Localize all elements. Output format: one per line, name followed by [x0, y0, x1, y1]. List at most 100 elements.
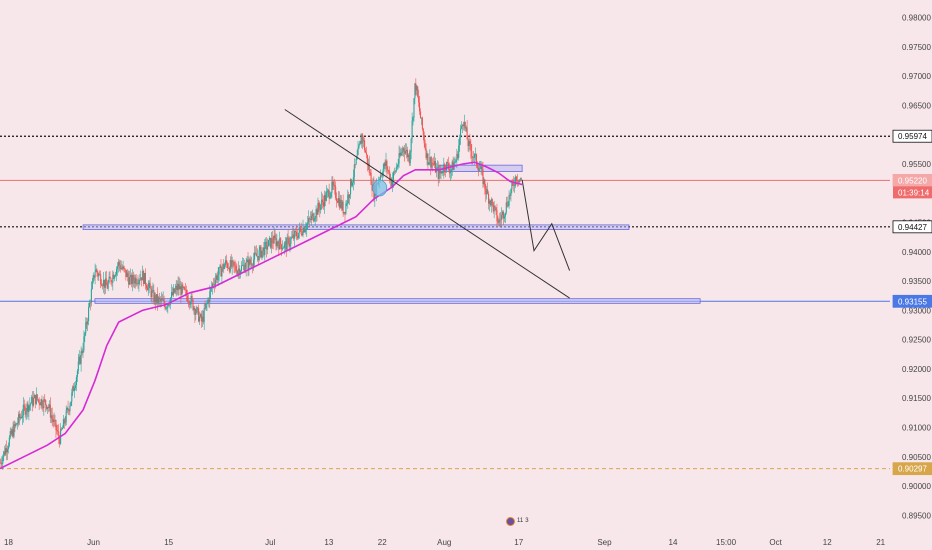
candle-body — [338, 198, 340, 208]
candle-body — [56, 429, 58, 432]
candle-body — [436, 167, 438, 169]
candle-body — [412, 117, 414, 121]
candle-body — [405, 149, 408, 152]
candle-body — [130, 275, 133, 285]
candle-body — [238, 268, 240, 272]
level-tag — [892, 129, 932, 143]
candle-body — [454, 161, 456, 164]
candle-body — [401, 151, 403, 153]
candle-body — [270, 238, 272, 248]
candle-body — [393, 171, 395, 173]
candle-body — [516, 180, 519, 182]
candle-body — [4, 451, 6, 455]
candle-body — [260, 246, 262, 258]
candle-body — [367, 163, 369, 165]
projection-path — [521, 179, 571, 271]
candle-body — [122, 266, 124, 269]
candle-body — [310, 215, 312, 221]
candle-body — [364, 140, 366, 151]
candle-body — [234, 265, 236, 267]
candle-body — [444, 164, 446, 170]
candle-body — [279, 238, 281, 250]
candle-body — [175, 285, 177, 290]
level-tag — [892, 220, 932, 234]
candle-body — [184, 289, 187, 291]
candle-body — [166, 307, 168, 309]
candle-body — [180, 286, 182, 296]
candle-body — [156, 294, 158, 303]
candle-body — [306, 224, 308, 230]
candle-body — [340, 199, 342, 209]
candle-body — [102, 279, 105, 286]
candle-body — [361, 134, 363, 144]
candle-body — [481, 166, 483, 170]
candle-body — [322, 199, 324, 202]
candle-body — [19, 416, 22, 419]
candle-body — [46, 405, 48, 410]
candle-body — [237, 271, 239, 275]
candle-body — [236, 270, 238, 275]
candle-body — [16, 423, 18, 425]
candle-body — [328, 190, 330, 199]
candle-body — [295, 231, 298, 237]
candle-body — [30, 403, 32, 405]
candle-body — [298, 227, 300, 233]
moving-average — [0, 161, 523, 470]
candle-body — [33, 398, 35, 406]
candle-body — [404, 149, 406, 154]
candle-body — [438, 170, 440, 179]
candle-body — [397, 163, 399, 167]
candle-body — [165, 307, 167, 309]
events-badge[interactable]: 11 3 — [506, 514, 534, 528]
candle-body — [24, 406, 26, 415]
candle-body — [473, 156, 475, 158]
candle-body — [243, 264, 245, 273]
candle-body — [152, 289, 154, 291]
highlight-marker — [372, 179, 388, 197]
candle-body — [324, 195, 326, 201]
candle-body — [325, 192, 327, 201]
candle-body — [54, 419, 56, 421]
candle-body — [402, 148, 404, 152]
candle-body — [136, 283, 138, 284]
candle-body — [440, 171, 442, 174]
candle-body — [439, 170, 441, 174]
price-tick-label: 0.90000 — [902, 482, 931, 491]
candle-body — [433, 163, 435, 165]
candle-body — [362, 134, 364, 142]
candle-body — [321, 199, 323, 205]
candle-body — [301, 233, 303, 236]
candle-body — [350, 179, 352, 195]
candle-body — [178, 283, 180, 290]
candle-body — [300, 229, 302, 234]
candle-body — [382, 168, 384, 176]
candle-body — [77, 361, 79, 371]
candle-body — [70, 401, 72, 406]
candle-body — [107, 282, 109, 289]
price-tick-label: 0.92000 — [902, 365, 931, 374]
candle-body — [91, 281, 93, 289]
time-tick-label: Aug — [437, 538, 451, 547]
candle-body — [447, 163, 450, 169]
candle-body — [215, 275, 217, 280]
candle-body — [496, 210, 498, 222]
candle-body — [293, 234, 295, 239]
candle-body — [295, 231, 297, 232]
candle-body — [129, 277, 131, 285]
candle-body — [414, 83, 416, 99]
candle-body — [445, 169, 447, 171]
candle-body — [469, 141, 471, 144]
candle-body — [1, 463, 3, 465]
candle-body — [230, 259, 232, 267]
candle-body — [84, 333, 86, 337]
candle-body — [196, 307, 198, 313]
candle-body — [434, 161, 436, 173]
candle-body — [297, 232, 299, 239]
candle-body — [318, 203, 320, 208]
candle-body — [416, 86, 418, 91]
candle-body — [207, 299, 209, 303]
candle-body — [405, 151, 407, 154]
candle-body — [120, 267, 122, 270]
